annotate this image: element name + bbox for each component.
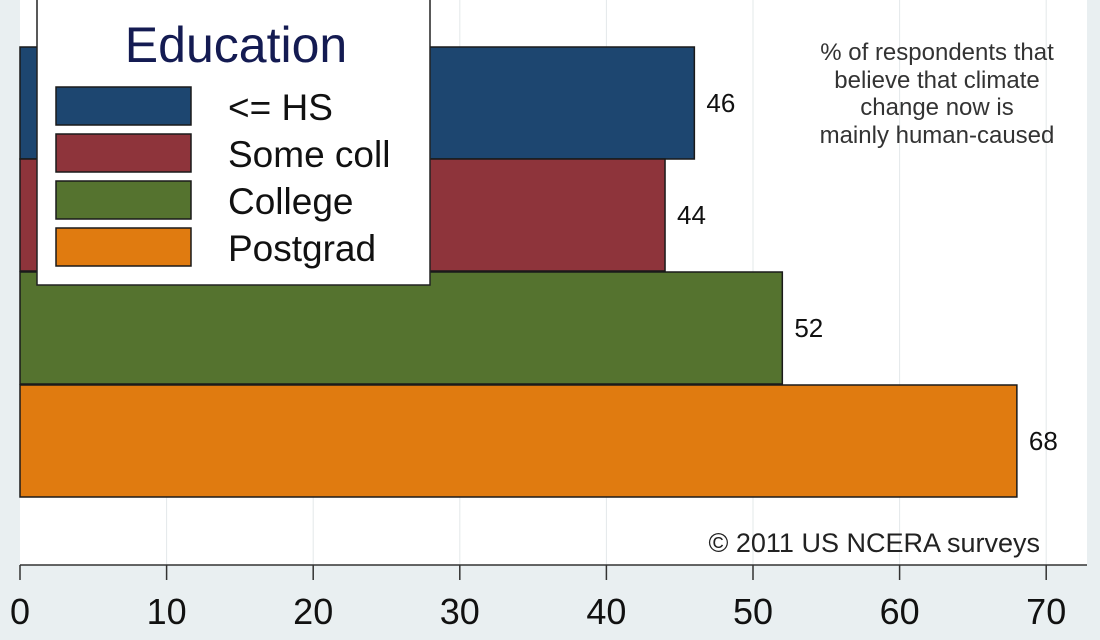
legend: Education <= HS Some coll College Postgrad xyxy=(36,0,431,286)
annotation-line: change now is xyxy=(860,94,1013,121)
legend-swatch xyxy=(55,86,192,126)
annotation: % of respondents that believe that clima… xyxy=(820,39,1055,149)
legend-item: College xyxy=(55,180,353,222)
legend-item: <= HS xyxy=(55,86,333,128)
legend-swatch xyxy=(55,180,192,220)
x-tick-label: 60 xyxy=(880,591,920,632)
annotation-line: % of respondents that xyxy=(820,39,1054,66)
bar-postgrad xyxy=(19,384,1018,498)
legend-label: Some coll xyxy=(228,134,390,175)
x-tick-label: 0 xyxy=(10,591,30,632)
x-tick-label: 40 xyxy=(586,591,626,632)
legend-label: Postgrad xyxy=(228,228,376,269)
x-tick-label: 20 xyxy=(293,591,333,632)
legend-item: Some coll xyxy=(55,133,390,175)
annotation-line: believe that climate xyxy=(834,67,1039,94)
value-label: 44 xyxy=(677,200,706,230)
annotation-line: mainly human-caused xyxy=(820,122,1055,149)
x-tick-label: 70 xyxy=(1026,591,1066,632)
value-label: 52 xyxy=(794,313,823,343)
bar-college xyxy=(19,271,784,385)
legend-swatch xyxy=(55,133,192,173)
x-tick-label: 30 xyxy=(440,591,480,632)
x-tick-label: 50 xyxy=(733,591,773,632)
legend-item: Postgrad xyxy=(55,227,376,269)
legend-label: College xyxy=(228,181,353,222)
source-note: © 2011 US NCERA surveys xyxy=(708,528,1040,558)
value-label: 68 xyxy=(1029,426,1058,456)
value-label: 46 xyxy=(706,88,735,118)
legend-label: <= HS xyxy=(228,87,333,128)
legend-swatch xyxy=(55,227,192,267)
x-tick-label: 10 xyxy=(147,591,187,632)
legend-title: Education xyxy=(125,17,347,73)
